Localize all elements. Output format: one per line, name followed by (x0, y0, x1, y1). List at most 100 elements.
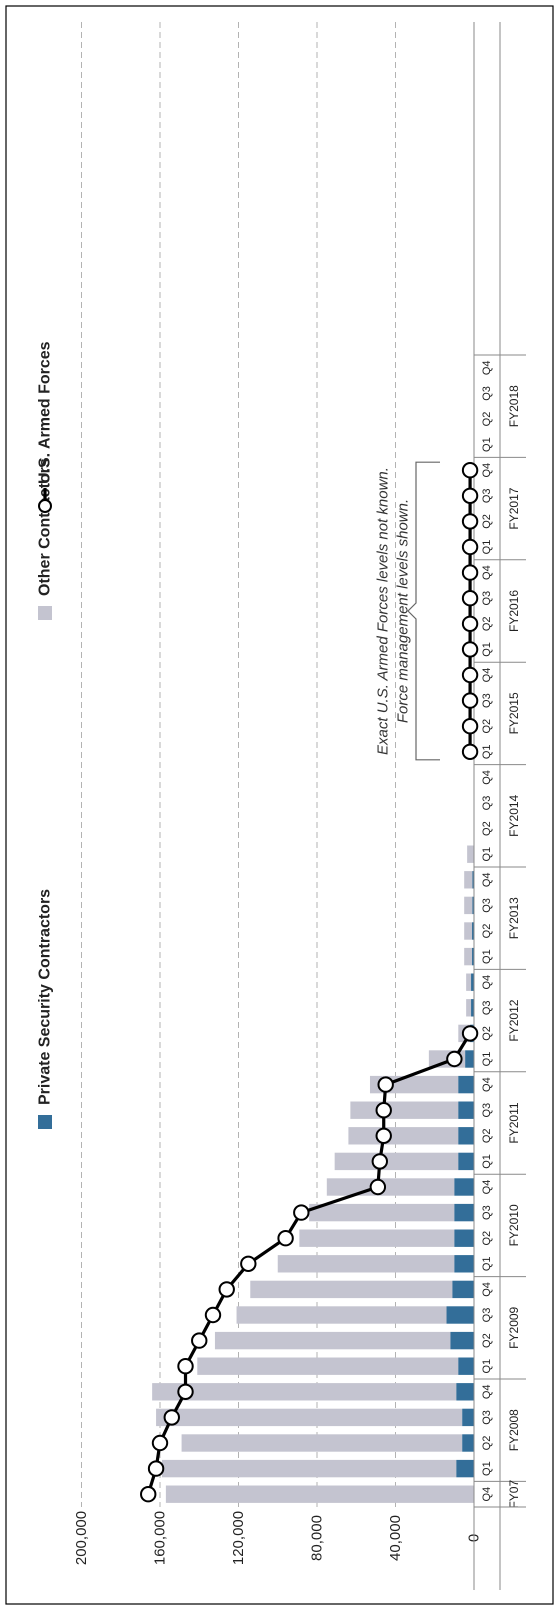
quarter-tick-label: Q1 (481, 1359, 493, 1374)
legend-swatch-armed-forces-marker (38, 499, 52, 513)
bar-private-security (471, 973, 474, 991)
bar-private-security (454, 1229, 474, 1247)
bar-other-contractors (277, 1255, 455, 1273)
bar-other-contractors (464, 922, 473, 940)
quarter-tick-label: Q1 (481, 437, 493, 452)
y-tick-label: 200,000 (73, 1511, 90, 1565)
bar-private-security (465, 1050, 474, 1068)
quarter-tick-label: Q2 (481, 1128, 493, 1143)
bar-private-security (452, 1280, 474, 1299)
legend-swatch-other-contractors (38, 606, 52, 620)
quarter-tick-label: Q4 (481, 1487, 493, 1502)
armed-forces-point (377, 1076, 394, 1093)
armed-forces-point (147, 1460, 165, 1477)
quarter-tick-label: Q2 (481, 514, 493, 529)
bar-other-contractors (326, 1178, 455, 1196)
legend-label-armed-forces: U.S. Armed Forces (37, 341, 54, 484)
bar-other-contractors (156, 1408, 463, 1427)
bar-other-contractors (467, 845, 474, 863)
armed-forces-point (191, 1332, 208, 1349)
y-tick-label: 80,000 (309, 1515, 326, 1561)
quarter-tick-label: Q2 (481, 821, 493, 836)
fiscal-year-label: FY2014 (507, 794, 521, 836)
armed-forces-point (461, 666, 479, 684)
bar-other-contractors (466, 973, 472, 991)
bar-private-security (472, 896, 474, 915)
quarter-tick-label: Q2 (481, 1231, 493, 1246)
bar-other-contractors (161, 1459, 457, 1478)
quarter-tick-label: Q1 (481, 1052, 493, 1067)
armed-forces-point (461, 513, 479, 530)
quarter-tick-label: Q2 (481, 719, 493, 734)
bar-private-security (456, 1383, 474, 1401)
bar-other-contractors (309, 1203, 455, 1222)
quarter-tick-label: Q3 (481, 386, 493, 401)
armed-forces-point (293, 1204, 310, 1221)
armed-forces-point (163, 1409, 180, 1426)
y-tick-label: 160,000 (152, 1511, 169, 1565)
bar-private-security (446, 1306, 474, 1324)
armed-forces-point (277, 1230, 294, 1247)
bar-other-contractors (181, 1434, 463, 1452)
fiscal-year-label: FY2013 (507, 897, 521, 939)
armed-forces-point (461, 692, 479, 709)
annotation-text-line-2: Force management levels shown. (395, 499, 412, 723)
bar-private-security (456, 1459, 474, 1478)
bar-other-contractors (334, 1152, 459, 1171)
armed-forces-point (461, 590, 479, 607)
quarter-tick-label: Q3 (481, 1410, 493, 1425)
fiscal-year-label: FY2012 (507, 999, 521, 1041)
armed-forces-point (151, 1434, 169, 1452)
fiscal-year-label: FY2018 (507, 385, 521, 427)
armed-forces-point (177, 1383, 194, 1401)
fiscal-year-label: FY2016 (507, 590, 521, 632)
quarter-tick-label: Q1 (481, 1461, 493, 1476)
quarter-tick-label: Q3 (481, 693, 493, 708)
quarter-tick-label: Q1 (481, 1256, 493, 1271)
quarter-tick-label: Q3 (481, 591, 493, 606)
quarter-tick-label: Q3 (481, 1308, 493, 1323)
fiscal-year-label: FY2017 (507, 487, 521, 529)
armed-forces-point (446, 1050, 463, 1068)
bar-private-security (458, 1357, 474, 1375)
bar-other-contractors (250, 1280, 453, 1299)
y-tick-label: 120,000 (230, 1511, 247, 1565)
quarter-tick-label: Q3 (481, 1000, 493, 1015)
armed-forces-point (240, 1255, 257, 1273)
quarter-tick-label: Q4 (481, 668, 493, 683)
bar-other-contractors (165, 1485, 474, 1503)
quarter-tick-label: Q2 (481, 1436, 493, 1451)
quarter-tick-label: Q1 (481, 642, 493, 657)
armed-forces-point (375, 1127, 392, 1145)
bar-other-contractors (197, 1357, 459, 1375)
quarter-tick-label: Q4 (481, 1180, 493, 1195)
bar-other-contractors (348, 1127, 459, 1145)
quarter-tick-label: Q4 (481, 770, 493, 785)
armed-forces-point (218, 1281, 235, 1298)
quarter-tick-label: Q3 (481, 1103, 493, 1118)
armed-forces-point (461, 743, 479, 760)
legend-swatch-private-security (38, 1115, 52, 1129)
bar-private-security (454, 1203, 474, 1222)
quarter-tick-label: Q4 (481, 872, 493, 887)
quarter-tick-label: Q3 (481, 1205, 493, 1220)
quarter-tick-label: Q1 (481, 744, 493, 759)
bar-private-security (471, 999, 474, 1017)
quarter-tick-label: Q2 (481, 1026, 493, 1041)
legend-label-private-security: Private Security Contractors (37, 889, 54, 1105)
quarter-tick-label: Q4 (481, 1384, 493, 1399)
quarter-tick-label: Q2 (481, 412, 493, 427)
armed-forces-point (461, 462, 479, 479)
bar-private-security (458, 1152, 474, 1171)
bar-other-contractors (236, 1306, 447, 1324)
quarter-tick-label: Q2 (481, 1333, 493, 1348)
bar-other-contractors (464, 871, 473, 889)
quarter-tick-label: Q4 (481, 975, 493, 990)
bar-private-security (458, 1101, 474, 1119)
quarter-tick-label: Q4 (481, 360, 493, 375)
armed-forces-point (461, 718, 479, 735)
bar-private-security (472, 922, 474, 940)
quarter-tick-label: Q2 (481, 924, 493, 939)
quarter-tick-label: Q1 (481, 949, 493, 964)
